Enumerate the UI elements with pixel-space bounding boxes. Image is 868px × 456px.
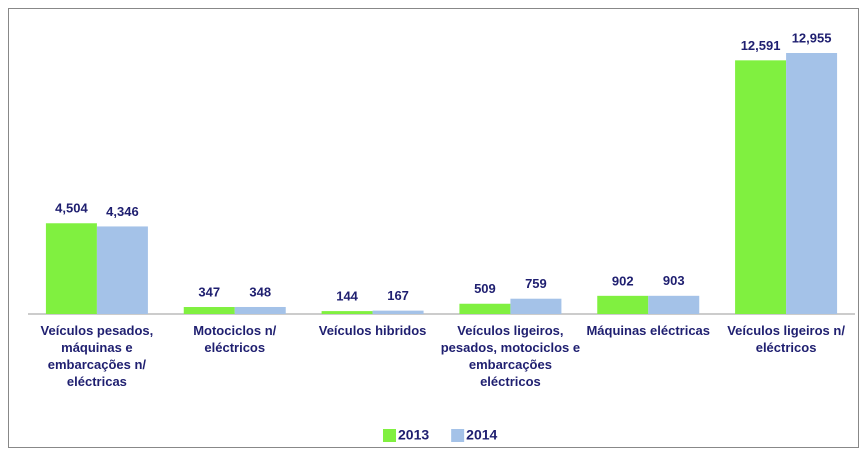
bar [234, 306, 286, 314]
data-label: 348 [249, 284, 271, 299]
data-label: 144 [336, 289, 358, 304]
bar [597, 295, 649, 314]
bar [372, 310, 424, 314]
bar [45, 223, 97, 314]
bar [321, 311, 373, 314]
x-tick-label: Motociclos n/ eléctricos [193, 323, 277, 355]
x-tick-label: Veículos ligeiros n/ eléctricos [727, 323, 845, 355]
x-tick-label: Veículos hibridos [318, 323, 427, 338]
legend-label: 2014 [466, 427, 497, 443]
data-label: 509 [474, 281, 496, 296]
legend-label: 2013 [398, 427, 429, 443]
data-label: 4,504 [55, 201, 88, 216]
bar [735, 60, 787, 314]
x-tick-label: Máquinas eléctricas [586, 323, 711, 338]
data-label: 902 [612, 273, 634, 288]
bar [510, 298, 562, 314]
data-label: 903 [663, 273, 685, 288]
bar [96, 226, 148, 314]
bar [183, 307, 235, 314]
data-label: 347 [198, 284, 220, 299]
legend-swatch [383, 429, 396, 442]
x-tick-label: Veículos pesados, máquinas e embarcações… [40, 323, 154, 389]
bar [459, 303, 511, 314]
bar [648, 295, 700, 314]
x-tick-label: Veículos ligeiros, pesados, motociclos e… [440, 323, 581, 389]
bar [786, 53, 838, 314]
data-label: 167 [387, 288, 409, 303]
data-label: 759 [525, 276, 547, 291]
data-label: 12,955 [792, 30, 832, 45]
data-label: 12,591 [741, 38, 781, 53]
legend-swatch [451, 429, 465, 442]
data-label: 4,346 [106, 204, 139, 219]
chart-border [8, 8, 859, 448]
